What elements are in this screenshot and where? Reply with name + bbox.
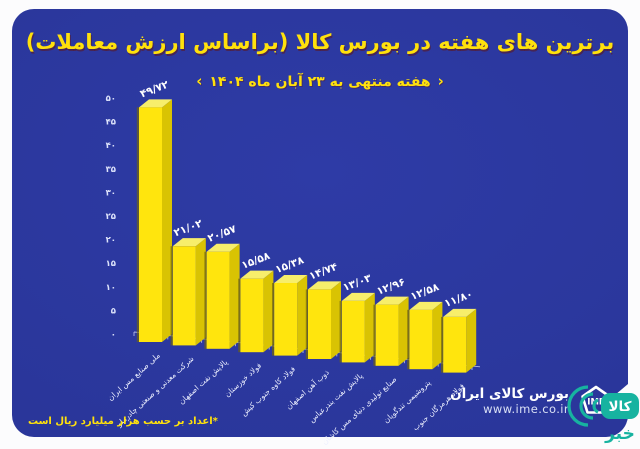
kalakhabar-watermark-icon: کالا خبر (567, 385, 639, 444)
chart-subtitle: ‹ هفته منتهی به ۲۳ آبان ماه ۱۴۰۴ › (0, 72, 640, 90)
subtitle-left-bracket-icon: ‹ (437, 72, 444, 90)
subtitle-text: هفته منتهی به ۲۳ آبان ماه ۱۴۰۴ (209, 74, 431, 90)
brand-name: بورس کالای ایران (450, 385, 569, 402)
footnote: *اعداد بر حسب هزار میلیارد ریال است (28, 416, 218, 427)
watermark-line2: خبر (604, 424, 635, 444)
subtitle-right-bracket-icon: › (196, 72, 203, 90)
watermark-line1: کالا (609, 399, 632, 415)
brand-text: بورس کالای ایران www.ime.co.ir (450, 386, 569, 417)
brand-url: www.ime.co.ir (483, 402, 569, 417)
chart-title: برترین های هفته در بورس کالا (براساس ارز… (25, 30, 615, 54)
